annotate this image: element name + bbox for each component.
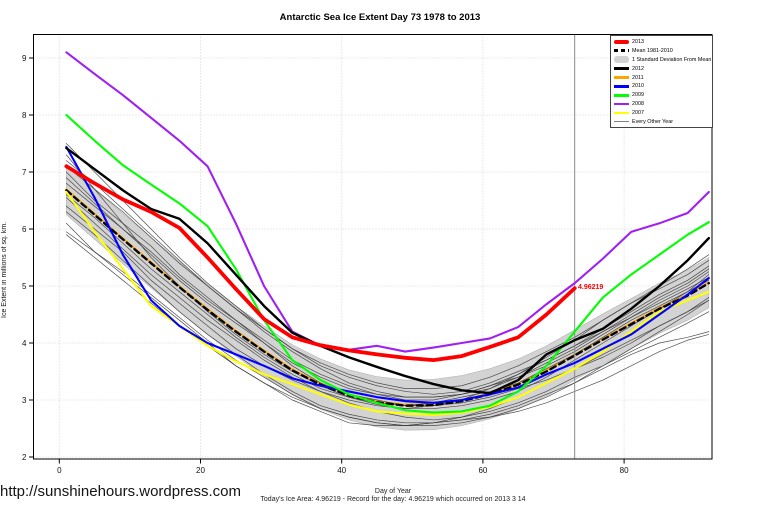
series-line-2013 — [64, 164, 577, 363]
series-line-other-10 — [66, 197, 710, 421]
series-line-other-9 — [66, 183, 710, 398]
legend-item: 2012 — [614, 65, 712, 73]
legend-item: Mean 1981-2010 — [614, 47, 712, 55]
y-tick-label: 9 — [22, 54, 27, 63]
series-line-other-13 — [66, 194, 710, 407]
series-line-other-12 — [66, 165, 710, 389]
x-tick-label: 60 — [478, 466, 487, 475]
footer-stats: Today's Ice Area: 4.96219 - Record for t… — [260, 496, 526, 503]
legend-label: Mean 1981-2010 — [632, 47, 673, 54]
legend-label: 2011 — [632, 74, 644, 81]
legend-item: Every Other Year — [614, 118, 712, 126]
series-line-other-2 — [66, 222, 710, 426]
legend-swatch-mean-1981-2010 — [614, 49, 629, 53]
y-tick-label: 4 — [22, 339, 27, 348]
y-tick-label: 6 — [22, 225, 27, 234]
x-axis-label: Day of Year — [374, 488, 412, 495]
legend-label: 2009 — [632, 92, 644, 99]
x-tick-label: 80 — [620, 466, 629, 475]
y-tick-label: 3 — [22, 396, 27, 405]
plot-area — [64, 35, 711, 459]
legend-item: 2013 — [614, 38, 712, 46]
record-annotation: 4.96219 — [578, 284, 604, 291]
legend-item: 2007 — [614, 109, 712, 117]
x-tick-label: 0 — [57, 466, 62, 475]
plot-border — [33, 34, 713, 460]
legend-swatch-2012 — [614, 67, 629, 70]
legend-swatch-1-standard-deviation-from-mean — [614, 56, 629, 64]
y-axis-label: Ice Extent in millions of sq. km. — [1, 221, 8, 319]
y-tick-label: 5 — [22, 282, 27, 291]
series-line-2012 — [65, 146, 711, 395]
legend-label: 2012 — [632, 65, 644, 72]
x-tick-label: 40 — [337, 466, 346, 475]
legend-label: 1 Standard Deviation From Mean — [632, 56, 712, 63]
series-line-other-1 — [66, 160, 710, 398]
legend-item: 2008 — [614, 100, 712, 108]
legend: 2013 Mean 1981-2010 1 Standard Deviation F… — [610, 35, 713, 128]
legend-item: 2011 — [614, 74, 712, 82]
series-line-other-7 — [66, 177, 710, 401]
series-line-other-11 — [66, 211, 710, 424]
site-watermark: http://sunshinehours.wordpress.com — [0, 483, 241, 500]
legend-label: 2010 — [632, 83, 644, 90]
y-tick-label: 2 — [22, 453, 27, 462]
y-tick-label: 8 — [22, 111, 27, 120]
series-line-2009 — [65, 113, 710, 414]
legend-item: 1 Standard Deviation From Mean — [614, 56, 712, 64]
legend-label: Every Other Year — [632, 118, 674, 125]
series-line-2010 — [65, 145, 710, 404]
stddev-band — [66, 163, 710, 431]
legend-item: 2010 — [614, 82, 712, 90]
legend-label: 2007 — [632, 110, 644, 116]
legend-swatch-2013 — [614, 40, 629, 44]
legend-item: 2009 — [614, 91, 712, 99]
series-line-mean — [65, 189, 710, 407]
legend-swatch-2011 — [614, 76, 629, 79]
legend-swatch-2010 — [614, 85, 629, 88]
chart-title: Antarctic Sea Ice Extent Day 73 1978 to … — [279, 12, 481, 23]
series-line-2008 — [65, 51, 710, 353]
legend-swatch-every-other-year — [614, 121, 629, 123]
legend-label: 2008 — [632, 101, 644, 108]
x-tick-label: 20 — [196, 466, 205, 475]
legend-swatch-2009 — [614, 94, 629, 97]
legend-swatch-2008 — [614, 102, 629, 106]
legend-swatch-2007 — [614, 111, 629, 115]
y-tick-label: 7 — [22, 168, 27, 177]
legend-label: 2013 — [632, 39, 644, 45]
